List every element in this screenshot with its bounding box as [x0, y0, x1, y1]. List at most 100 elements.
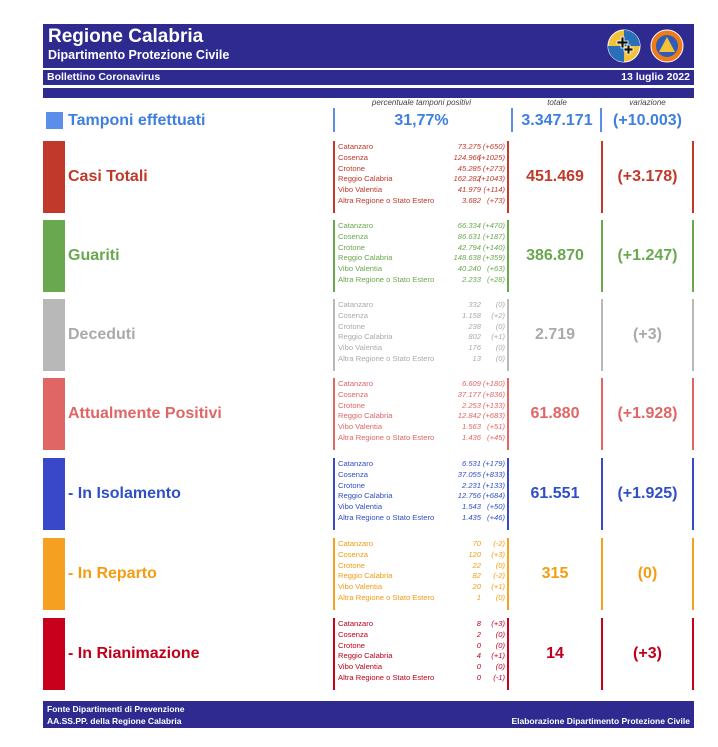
- tamponi-divider: [600, 108, 602, 132]
- province-delta: (+273): [482, 163, 505, 173]
- row-divider: [601, 458, 603, 530]
- department-subtitle: Dipartimento Protezione Civile: [48, 48, 230, 62]
- province-value: 1.435: [461, 512, 481, 522]
- province-row: Catanzaro 6.609 (+180): [338, 379, 508, 390]
- tamponi-variation: (+10.003): [613, 112, 682, 129]
- province-value: 0: [476, 672, 481, 682]
- province-name: Cosenza: [338, 389, 368, 399]
- row-color-bar: [43, 458, 65, 530]
- row-divider: [333, 618, 335, 690]
- row-title: Attualmente Positivi: [68, 405, 222, 422]
- row-total: 14: [546, 645, 564, 662]
- province-delta: (+2): [491, 310, 505, 320]
- province-row: Reggio Calabria 4 (+1): [338, 651, 508, 662]
- province-delta: (0): [495, 640, 505, 650]
- province-value: 238: [468, 321, 481, 331]
- province-delta: (+51): [487, 422, 505, 432]
- province-delta: (-1): [493, 672, 505, 682]
- province-row: Cosenza 86.631 (+187): [338, 232, 508, 243]
- province-name: Altra Regione o Stato Estero: [338, 274, 435, 284]
- province-value: 1.543: [461, 502, 481, 512]
- row-total: 61.880: [530, 405, 580, 422]
- row-divider: [601, 378, 603, 450]
- province-delta: (+45): [487, 432, 505, 442]
- province-name: Reggio Calabria: [338, 174, 393, 184]
- province-value: 8: [476, 619, 481, 628]
- province-value: 70: [472, 539, 481, 548]
- variation-column-header: variazione: [629, 98, 666, 107]
- province-delta: (+3): [491, 549, 505, 559]
- province-value: 37.055: [457, 469, 481, 479]
- province-name: Catanzaro: [338, 300, 374, 309]
- row-divider: [507, 538, 509, 610]
- province-name: Vibo Valentia: [338, 343, 383, 353]
- province-value: 0: [476, 640, 481, 650]
- province-delta: (+1): [491, 332, 505, 342]
- province-delta: (+359): [482, 253, 505, 263]
- province-value: 66.334: [457, 221, 481, 230]
- province-name: Reggio Calabria: [338, 411, 393, 421]
- total-column-header: totale: [547, 98, 567, 107]
- row-color-bar: [43, 141, 65, 213]
- province-name: Crotone: [338, 640, 366, 650]
- province-delta: (0): [495, 353, 505, 363]
- row-total: 315: [541, 565, 569, 582]
- row-divider: [601, 538, 603, 610]
- province-row: Cosenza 37.177 (+836): [338, 390, 508, 401]
- province-delta: (+179): [482, 459, 505, 468]
- province-name: Cosenza: [338, 152, 368, 162]
- province-delta: (+180): [482, 379, 505, 388]
- bulletin-date: 13 luglio 2022: [621, 71, 690, 83]
- province-row: Vibo Valentia 40.240 (+63): [338, 264, 508, 275]
- province-delta: (+114): [483, 185, 505, 195]
- row-divider: [692, 618, 694, 690]
- province-name: Reggio Calabria: [338, 491, 393, 501]
- tamponi-marker: [46, 112, 63, 129]
- province-delta: (+650): [482, 142, 505, 151]
- province-name: Cosenza: [338, 469, 368, 479]
- province-row: Catanzaro 8 (+3): [338, 619, 508, 630]
- footer-source: Fonte Dipartimenti di Prevenzione: [47, 704, 185, 714]
- row-divider: [692, 299, 694, 371]
- province-row: Cosenza 37.055 (+833): [338, 470, 508, 481]
- province-name: Cosenza: [338, 231, 368, 241]
- bulletin-strip: Bollettino Coronavirus 13 luglio 2022: [43, 70, 694, 85]
- province-delta: (+684): [482, 491, 505, 501]
- footer-credit: Elaborazione Dipartimento Protezione Civ…: [511, 716, 690, 726]
- province-delta: (+3): [491, 619, 505, 628]
- province-row: Catanzaro 73.275 (+650): [338, 142, 508, 153]
- province-delta: (+470): [482, 221, 505, 230]
- province-name: Crotone: [338, 163, 366, 173]
- province-name: Vibo Valentia: [338, 502, 383, 512]
- province-row: Vibo Valentia 0 (0): [338, 662, 508, 673]
- footer-source-authority: AA.SS.PP. della Regione Calabria: [47, 716, 182, 726]
- province-name: Crotone: [338, 480, 366, 490]
- row-divider: [507, 299, 509, 371]
- province-delta: (+133): [482, 480, 505, 490]
- province-row: Vibo Valentia 1.543 (+50): [338, 502, 508, 513]
- row-title: Deceduti: [68, 326, 136, 343]
- province-row: Reggio Calabria 82 (-2): [338, 571, 508, 582]
- bulletin-label: Bollettino Coronavirus: [47, 71, 161, 83]
- province-value: 20: [472, 582, 481, 592]
- province-delta: (+833): [482, 469, 505, 479]
- province-row: Cosenza 2 (0): [338, 630, 508, 641]
- province-value: 6.531: [461, 459, 481, 468]
- row-title: - In Reparto: [68, 565, 157, 582]
- province-name: Crotone: [338, 321, 366, 331]
- province-list: Catanzaro 66.334 (+470) Cosenza 86.631 (+187)…: [338, 221, 508, 286]
- province-value: 22: [472, 560, 481, 570]
- province-list: Catanzaro 6.609 (+180) Cosenza 37.177 (+836) C…: [338, 379, 508, 444]
- region-title: Regione Calabria: [48, 26, 204, 47]
- province-value: 3.682: [461, 195, 481, 205]
- province-name: Reggio Calabria: [338, 332, 393, 342]
- province-value: 120: [468, 549, 481, 559]
- province-name: Crotone: [338, 400, 366, 410]
- province-value: 4: [476, 651, 481, 661]
- row-divider: [692, 378, 694, 450]
- province-row: Crotone 0 (0): [338, 641, 508, 652]
- province-value: 2.233: [461, 274, 481, 284]
- province-delta: (+73): [487, 195, 505, 205]
- row-total: 386.870: [526, 247, 584, 264]
- province-name: Reggio Calabria: [338, 253, 393, 263]
